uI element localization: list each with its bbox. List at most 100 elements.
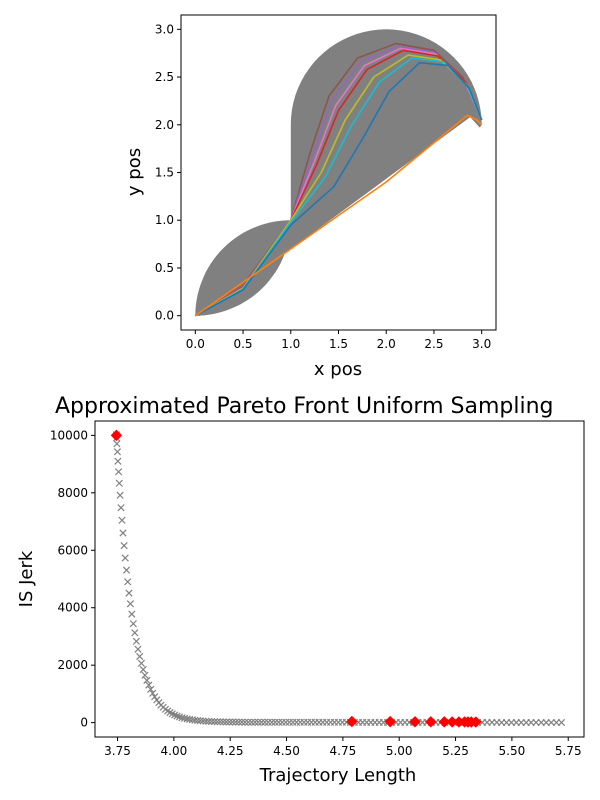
y-tick-label: 1.0: [155, 213, 174, 227]
y-tick-label: 3.0: [155, 22, 174, 36]
front-sample-marker: [116, 491, 124, 499]
pareto-front-samples: [112, 431, 566, 727]
front-sample-marker: [254, 718, 262, 726]
x-tick-label: 4.75: [330, 744, 357, 758]
front-sample-marker: [219, 718, 227, 726]
y-tick-label: 4000: [57, 601, 88, 615]
front-sample-marker: [137, 659, 146, 667]
front-sample-marker: [205, 717, 213, 726]
front-sample-marker: [251, 718, 259, 726]
front-sample-marker: [117, 504, 125, 512]
x-tick-label: 4.25: [217, 744, 244, 758]
selected-solution-marker: [346, 715, 358, 728]
y-tick-label: 2.0: [155, 118, 174, 132]
front-sample-marker: [139, 665, 147, 674]
front-sample-marker: [264, 718, 272, 726]
front-sample-marker: [115, 479, 123, 487]
x-tick-label: 2.0: [377, 337, 396, 351]
front-sample-marker: [118, 516, 126, 524]
x-tick-label: 5.50: [499, 744, 526, 758]
front-sample-marker: [289, 718, 297, 726]
selected-solution-marker: [110, 429, 123, 442]
selected-solution-marker: [384, 715, 396, 728]
x-axis-ticks: 3.75 4.00 4.25 4.50 4.75 5.00 5.25 5.50 5.75: [104, 737, 582, 758]
x-tick-label: 2.5: [424, 337, 443, 351]
y-tick-label: 8000: [57, 486, 88, 500]
front-sample-marker: [114, 468, 123, 476]
front-sample-marker: [129, 620, 137, 628]
x-tick-label: 5.00: [386, 744, 413, 758]
feasible-region: [195, 29, 482, 316]
selected-solution-marker: [438, 716, 450, 728]
front-sample-marker: [235, 718, 243, 726]
front-sample-marker: [128, 610, 136, 618]
pareto-chart: Approximated Pareto Front Uniform Sampli…: [16, 394, 585, 786]
front-sample-marker: [202, 717, 210, 725]
y-tick-label: 6000: [57, 543, 88, 557]
y-axis-ticks: 0.0 0.5 1.0 1.5 2.0 2.5 3.0: [155, 22, 181, 323]
front-sample-marker: [141, 671, 149, 679]
front-sample-marker: [121, 554, 129, 562]
front-sample-marker: [228, 718, 237, 726]
x-tick-label: 4.00: [161, 744, 188, 758]
x-tick-label: 3.0: [472, 337, 491, 351]
x-axis-ticks: 0.0 0.5 1.0 1.5 2.0 2.5 3.0: [186, 330, 491, 351]
front-sample-marker: [257, 718, 266, 726]
x-tick-label: 5.75: [555, 744, 582, 758]
y-tick-label: 0.0: [155, 309, 174, 323]
front-sample-marker: [120, 541, 128, 550]
x-axis-label: x pos: [314, 359, 362, 380]
front-sample-marker: [261, 718, 269, 726]
x-tick-label: 1.5: [329, 337, 348, 351]
plot-frame: [94, 420, 585, 738]
front-sample-marker: [122, 566, 131, 574]
front-sample-marker: [149, 689, 157, 697]
front-sample-marker: [278, 718, 286, 726]
chart-title: Approximated Pareto Front Uniform Sampli…: [55, 394, 553, 419]
front-sample-marker: [151, 693, 159, 701]
front-sample-marker: [216, 718, 224, 726]
y-tick-label: 2.5: [155, 70, 174, 84]
front-sample-marker: [134, 645, 142, 653]
front-sample-marker: [124, 578, 132, 586]
front-sample-marker: [114, 457, 122, 465]
front-sample-marker: [275, 718, 283, 726]
y-tick-label: 2000: [57, 658, 88, 672]
front-sample-marker: [271, 718, 279, 726]
x-tick-label: 4.50: [273, 744, 300, 758]
trajectory-line: [194, 61, 483, 317]
front-sample-marker: [147, 685, 155, 694]
x-tick-label: 1.0: [281, 337, 300, 351]
front-sample-marker: [199, 717, 207, 725]
front-sample-marker: [222, 718, 230, 726]
front-sample-marker: [196, 717, 204, 725]
front-sample-marker: [247, 718, 256, 726]
front-sample-marker: [210, 717, 219, 726]
front-sample-marker: [119, 529, 127, 537]
selected-solution-marker: [409, 716, 421, 728]
feasible-region-lower: [195, 220, 291, 316]
front-sample-marker: [113, 440, 121, 448]
front-sample-marker: [113, 448, 122, 456]
front-sample-marker: [282, 718, 290, 726]
y-tick-label: 0.5: [155, 261, 174, 275]
y-tick-label: 1.5: [155, 166, 174, 180]
front-sample-marker: [125, 589, 133, 597]
selected-solution-marker: [470, 716, 482, 728]
trajectory-lines: [194, 42, 483, 317]
front-sample-marker: [238, 718, 246, 726]
front-sample-marker: [241, 718, 249, 726]
front-sample-marker: [231, 718, 240, 726]
front-sample-marker: [145, 681, 153, 689]
front-sample-marker: [285, 718, 294, 726]
selected-solution-marker: [425, 716, 437, 728]
y-axis-ticks: 0 2000 4000 6000 8000 10000: [50, 428, 95, 730]
front-sample-marker: [213, 718, 222, 726]
y-tick-label: 0: [80, 716, 88, 730]
x-axis-label: Trajectory Length: [259, 765, 417, 786]
front-sample-marker: [225, 718, 234, 726]
y-tick-label: 10000: [50, 428, 88, 442]
front-sample-marker: [126, 600, 135, 608]
